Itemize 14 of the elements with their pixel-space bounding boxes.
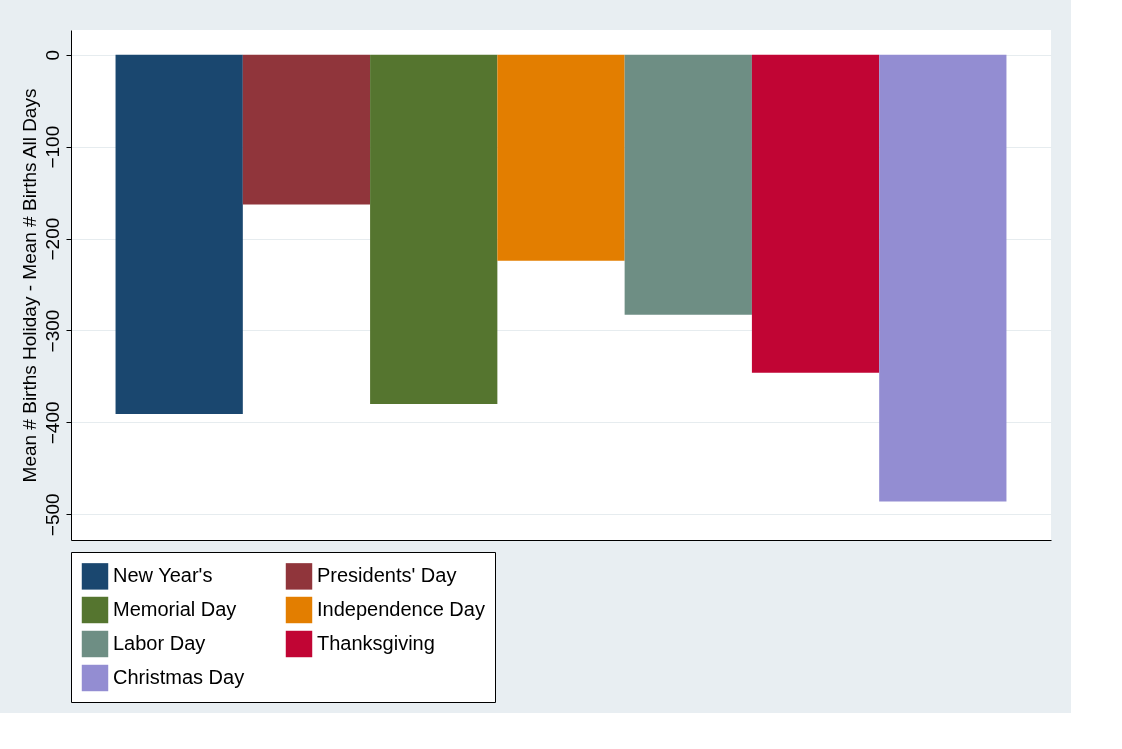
y-tick-label: −100 xyxy=(41,125,63,169)
y-tick-label: 0 xyxy=(41,50,63,61)
y-tick-label: −200 xyxy=(41,217,63,261)
legend-label: Labor Day xyxy=(113,632,206,654)
legend-label: Memorial Day xyxy=(113,598,237,620)
y-tick-label: −500 xyxy=(41,493,63,537)
legend-label: Thanksgiving xyxy=(317,632,435,654)
y-tick-label: −400 xyxy=(41,401,63,445)
legend-label: Presidents' Day xyxy=(317,564,457,587)
legend-label: Independence Day xyxy=(317,598,485,620)
y-axis-title: Mean # Births Holiday - Mean # Births All Days xyxy=(18,88,40,483)
y-tick-label: −300 xyxy=(41,309,63,353)
legend-label: New Year's xyxy=(113,564,213,587)
legend-label: Christmas Day xyxy=(113,666,245,688)
